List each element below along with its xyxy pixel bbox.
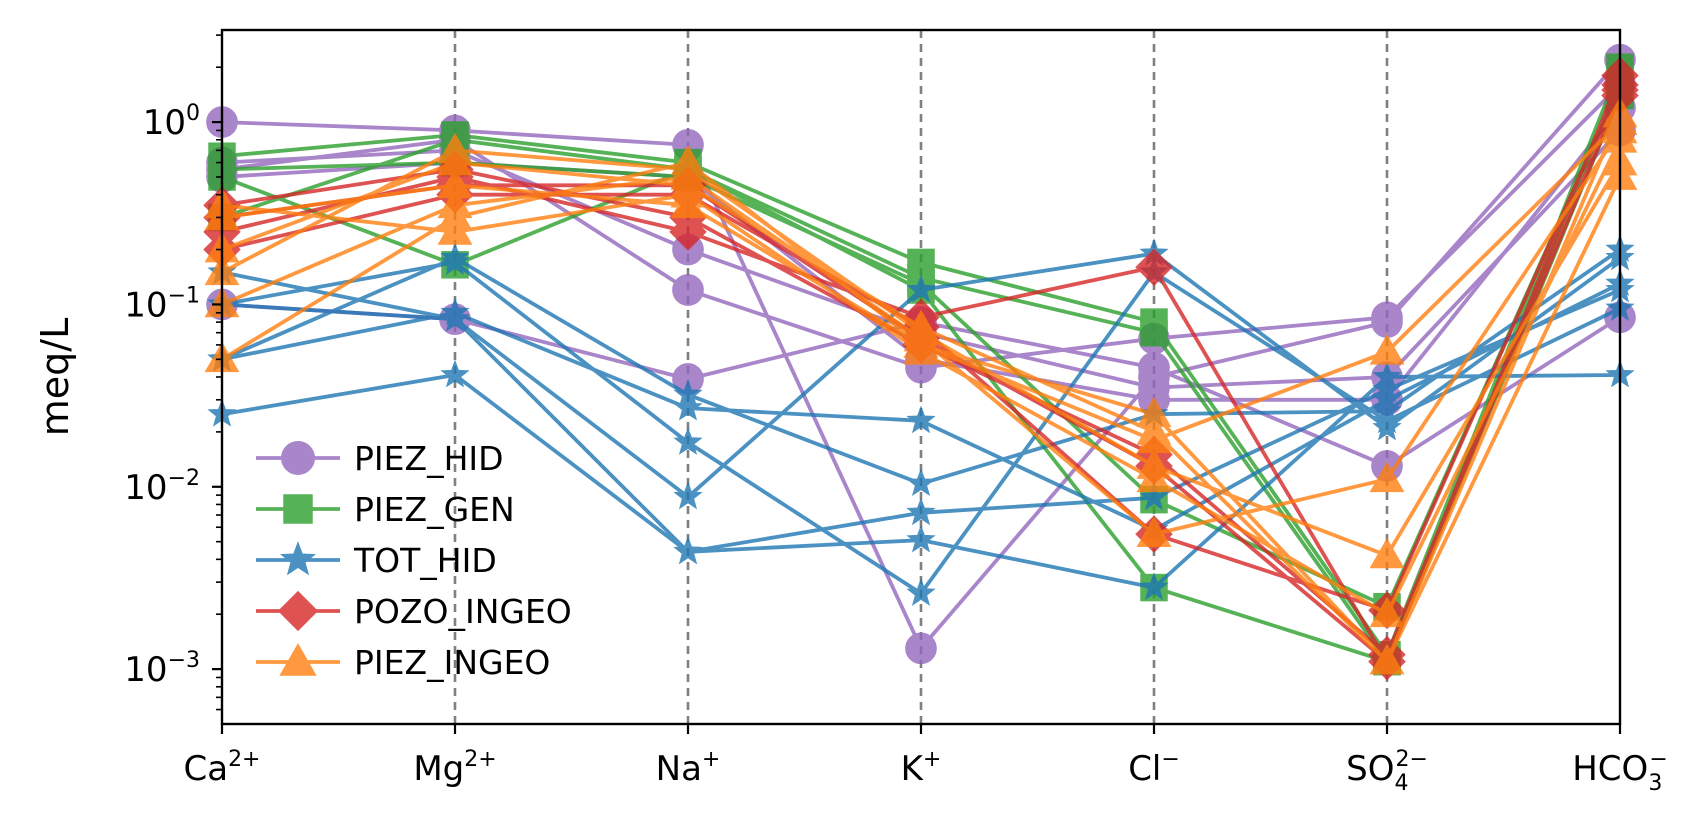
legend-item-piez-gen <box>256 494 340 524</box>
series-group-piez-ingeo <box>204 96 1638 675</box>
data-point-marker <box>281 441 315 475</box>
series-layer <box>203 43 1639 681</box>
legend-item-piez-hid <box>256 441 340 475</box>
data-point-marker <box>283 494 313 524</box>
x-tick-label: Na+ <box>656 747 721 789</box>
data-point-marker <box>673 536 703 565</box>
data-point-marker <box>1136 461 1172 493</box>
data-point-marker <box>1140 318 1168 347</box>
data-point-marker <box>1369 334 1405 365</box>
data-point-marker <box>906 578 936 606</box>
data-point-marker <box>277 590 319 632</box>
data-point-marker <box>1369 643 1405 675</box>
data-point-marker <box>440 359 470 388</box>
data-point-marker <box>905 632 937 665</box>
data-point-marker <box>1136 516 1172 547</box>
data-point-marker <box>906 274 936 303</box>
data-point-marker <box>1371 301 1403 334</box>
data-point-marker <box>1372 395 1402 424</box>
series-line-group <box>204 122 1638 628</box>
data-point-marker <box>673 392 703 421</box>
x-tick-label: Ca2+ <box>183 747 260 789</box>
data-point-marker <box>673 379 703 408</box>
data-point-marker <box>906 524 936 553</box>
y-tick-label: 10−1 <box>124 283 200 325</box>
data-point-marker <box>1135 248 1173 286</box>
legend-item-tot-hid <box>256 541 340 576</box>
data-point-marker <box>1136 414 1172 445</box>
data-point-marker <box>1136 396 1172 428</box>
y-tick-label: 100 <box>143 101 200 143</box>
data-point-marker <box>440 297 470 326</box>
axes: 100 10−1 10−2 10−3 Ca2+ Mg2+ Na+ K+ Cl− SO42− HCO3… <box>33 28 1668 796</box>
y-tick-label: 10−3 <box>124 648 200 690</box>
data-point-marker <box>906 405 936 434</box>
data-point-marker <box>1369 461 1405 493</box>
legend-item-piez-ingeo <box>256 643 340 676</box>
data-point-marker <box>1372 405 1402 434</box>
legend-label: TOT_HID <box>353 541 497 580</box>
x-tick-label: SO42− <box>1346 747 1428 796</box>
legend-label: PIEZ_HID <box>354 439 504 478</box>
data-point-marker <box>437 167 473 199</box>
data-point-marker <box>279 541 317 576</box>
legend: PIEZ_HID PIEZ_GEN TOT_HID POZO_INGEO PIEZ_IN… <box>256 439 572 682</box>
x-tick-label: K+ <box>901 747 942 789</box>
x-tick-label: Mg2+ <box>413 747 496 789</box>
data-point-marker <box>1369 596 1405 628</box>
data-point-marker <box>672 274 704 306</box>
data-point-marker <box>673 481 703 510</box>
data-point-marker <box>670 177 706 208</box>
legend-label: POZO_INGEO <box>354 592 572 631</box>
x-tick-label: Cl− <box>1128 747 1180 789</box>
data-point-marker <box>440 242 470 271</box>
data-point-marker <box>1369 537 1405 569</box>
data-point-marker <box>1139 482 1169 511</box>
y-axis-label: meq/L <box>33 318 77 437</box>
legend-item-pozo-ingeo <box>256 590 340 632</box>
data-point-marker <box>673 427 703 455</box>
data-point-marker <box>903 334 939 365</box>
data-point-marker <box>279 643 317 676</box>
data-point-marker <box>437 214 473 245</box>
x-tick-label: HCO3− <box>1572 747 1668 796</box>
data-point-marker <box>906 468 936 497</box>
y-tick-label: 10−2 <box>124 466 200 508</box>
data-point-marker <box>906 497 936 526</box>
legend-label: PIEZ_INGEO <box>354 643 550 682</box>
legend-label: PIEZ_GEN <box>354 490 515 529</box>
data-point-marker <box>1139 572 1169 601</box>
